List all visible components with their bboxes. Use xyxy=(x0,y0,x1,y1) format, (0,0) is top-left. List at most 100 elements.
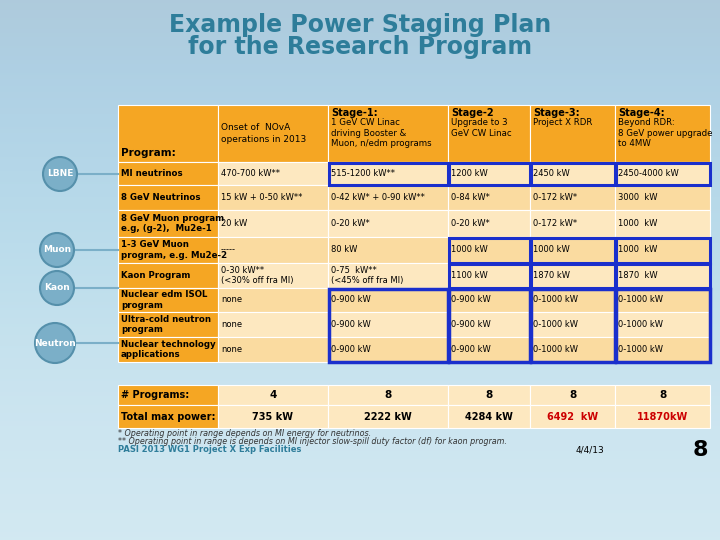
Bar xyxy=(328,405,448,428)
Text: 2450-4000 kW: 2450-4000 kW xyxy=(618,169,679,178)
Text: 1870  kW: 1870 kW xyxy=(618,271,657,280)
Bar xyxy=(118,105,218,162)
Text: for the Research Program: for the Research Program xyxy=(188,35,532,59)
Text: LBNE: LBNE xyxy=(47,170,73,179)
Text: Onset of  NOvA
operations in 2013: Onset of NOvA operations in 2013 xyxy=(221,124,306,144)
Text: 0-172 kW*: 0-172 kW* xyxy=(533,219,577,228)
Text: none: none xyxy=(221,295,242,305)
Text: 8: 8 xyxy=(659,390,666,400)
Bar xyxy=(118,237,218,263)
Bar xyxy=(218,288,328,312)
Text: 0-172 kW*: 0-172 kW* xyxy=(533,193,577,202)
Bar xyxy=(118,405,218,428)
Text: 1870 kW: 1870 kW xyxy=(533,271,570,280)
Bar xyxy=(448,312,530,337)
Text: 1-3 GeV Muon
program, e.g. Mu2e-2: 1-3 GeV Muon program, e.g. Mu2e-2 xyxy=(121,240,227,260)
Text: 15 kW + 0-50 kW**: 15 kW + 0-50 kW** xyxy=(221,193,302,202)
Bar xyxy=(531,288,614,361)
Bar xyxy=(530,105,615,162)
Text: 8 GeV Muon program
e.g, (g-2),  Mu2e-1: 8 GeV Muon program e.g, (g-2), Mu2e-1 xyxy=(121,214,224,233)
Bar xyxy=(328,385,448,405)
Bar xyxy=(328,337,448,362)
Bar xyxy=(616,288,709,361)
Bar xyxy=(615,237,710,263)
Bar xyxy=(448,263,530,288)
Text: 8: 8 xyxy=(692,440,708,460)
Bar xyxy=(328,263,448,288)
Text: ** Operating point in range is depends on MI injector slow-spill duty factor (df: ** Operating point in range is depends o… xyxy=(118,436,507,446)
Text: Stage-4:: Stage-4: xyxy=(618,108,665,118)
Text: Total max power:: Total max power: xyxy=(121,411,215,422)
Bar xyxy=(615,312,710,337)
Text: 0-900 kW: 0-900 kW xyxy=(451,320,491,329)
Bar xyxy=(531,163,614,185)
Bar xyxy=(449,264,529,287)
Bar xyxy=(118,312,218,337)
Bar xyxy=(218,237,328,263)
Bar xyxy=(118,210,218,237)
Text: 2450 kW: 2450 kW xyxy=(533,169,570,178)
Bar xyxy=(118,263,218,288)
Circle shape xyxy=(35,323,75,363)
Text: 735 kW: 735 kW xyxy=(253,411,294,422)
Text: Kaon: Kaon xyxy=(44,284,70,293)
Bar xyxy=(328,105,448,162)
Text: Beyond RDR:
8 GeV power upgrade
to 4MW: Beyond RDR: 8 GeV power upgrade to 4MW xyxy=(618,118,713,149)
Text: 4/4/13: 4/4/13 xyxy=(575,446,604,455)
Bar xyxy=(615,210,710,237)
Text: 0-900 kW: 0-900 kW xyxy=(451,345,491,354)
Bar xyxy=(615,263,710,288)
Text: 0-1000 kW: 0-1000 kW xyxy=(533,320,578,329)
Bar xyxy=(616,264,709,287)
Bar xyxy=(328,288,448,361)
Text: 1000  kW: 1000 kW xyxy=(618,246,657,254)
Text: Stage-2: Stage-2 xyxy=(451,108,494,118)
Text: 1100 kW: 1100 kW xyxy=(451,271,487,280)
Text: Upgrade to 3
GeV CW Linac: Upgrade to 3 GeV CW Linac xyxy=(451,118,512,138)
Text: 0-1000 kW: 0-1000 kW xyxy=(618,295,663,305)
Text: Ultra-cold neutron
program: Ultra-cold neutron program xyxy=(121,315,211,334)
Text: * Operating point in range depends on MI energy for neutrinos.: * Operating point in range depends on MI… xyxy=(118,429,371,437)
Bar xyxy=(615,405,710,428)
Text: 8: 8 xyxy=(384,390,392,400)
Text: 1000 kW: 1000 kW xyxy=(451,246,487,254)
Bar xyxy=(449,163,529,185)
Bar xyxy=(218,405,328,428)
Text: 0-1000 kW: 0-1000 kW xyxy=(618,320,663,329)
Text: 470-700 kW**: 470-700 kW** xyxy=(221,169,280,178)
Bar xyxy=(530,237,615,263)
Bar xyxy=(328,162,448,185)
Bar xyxy=(448,385,530,405)
Text: 0-900 kW: 0-900 kW xyxy=(331,320,371,329)
Text: Example Power Staging Plan: Example Power Staging Plan xyxy=(169,13,551,37)
Text: Nuclear technology
applications: Nuclear technology applications xyxy=(121,340,215,359)
Text: 1200 kW: 1200 kW xyxy=(451,169,487,178)
Bar xyxy=(118,337,218,362)
Bar xyxy=(448,237,530,263)
Text: Neutron: Neutron xyxy=(34,339,76,348)
Bar xyxy=(448,337,530,362)
Bar xyxy=(530,263,615,288)
Text: Nuclear edm ISOL
program: Nuclear edm ISOL program xyxy=(121,291,207,310)
Text: none: none xyxy=(221,320,242,329)
Text: 0-900 kW: 0-900 kW xyxy=(451,295,491,305)
Text: PASI 2013 WG1 Project X Exp Facilities: PASI 2013 WG1 Project X Exp Facilities xyxy=(118,446,302,455)
Text: Stage-3:: Stage-3: xyxy=(533,108,580,118)
Bar xyxy=(218,185,328,210)
Text: 1000  kW: 1000 kW xyxy=(618,219,657,228)
Bar xyxy=(448,185,530,210)
Bar xyxy=(448,210,530,237)
Text: -----: ----- xyxy=(221,246,236,254)
Bar xyxy=(530,210,615,237)
Bar xyxy=(328,163,448,185)
Text: 4: 4 xyxy=(269,390,276,400)
Bar xyxy=(530,385,615,405)
Bar xyxy=(448,288,530,312)
Text: 11870kW: 11870kW xyxy=(637,411,688,422)
Bar xyxy=(449,238,529,262)
Text: # Programs:: # Programs: xyxy=(121,390,189,400)
Bar xyxy=(530,337,615,362)
Bar xyxy=(449,288,529,361)
Text: 515-1200 kW**: 515-1200 kW** xyxy=(331,169,395,178)
Text: 0-900 kW: 0-900 kW xyxy=(331,295,371,305)
